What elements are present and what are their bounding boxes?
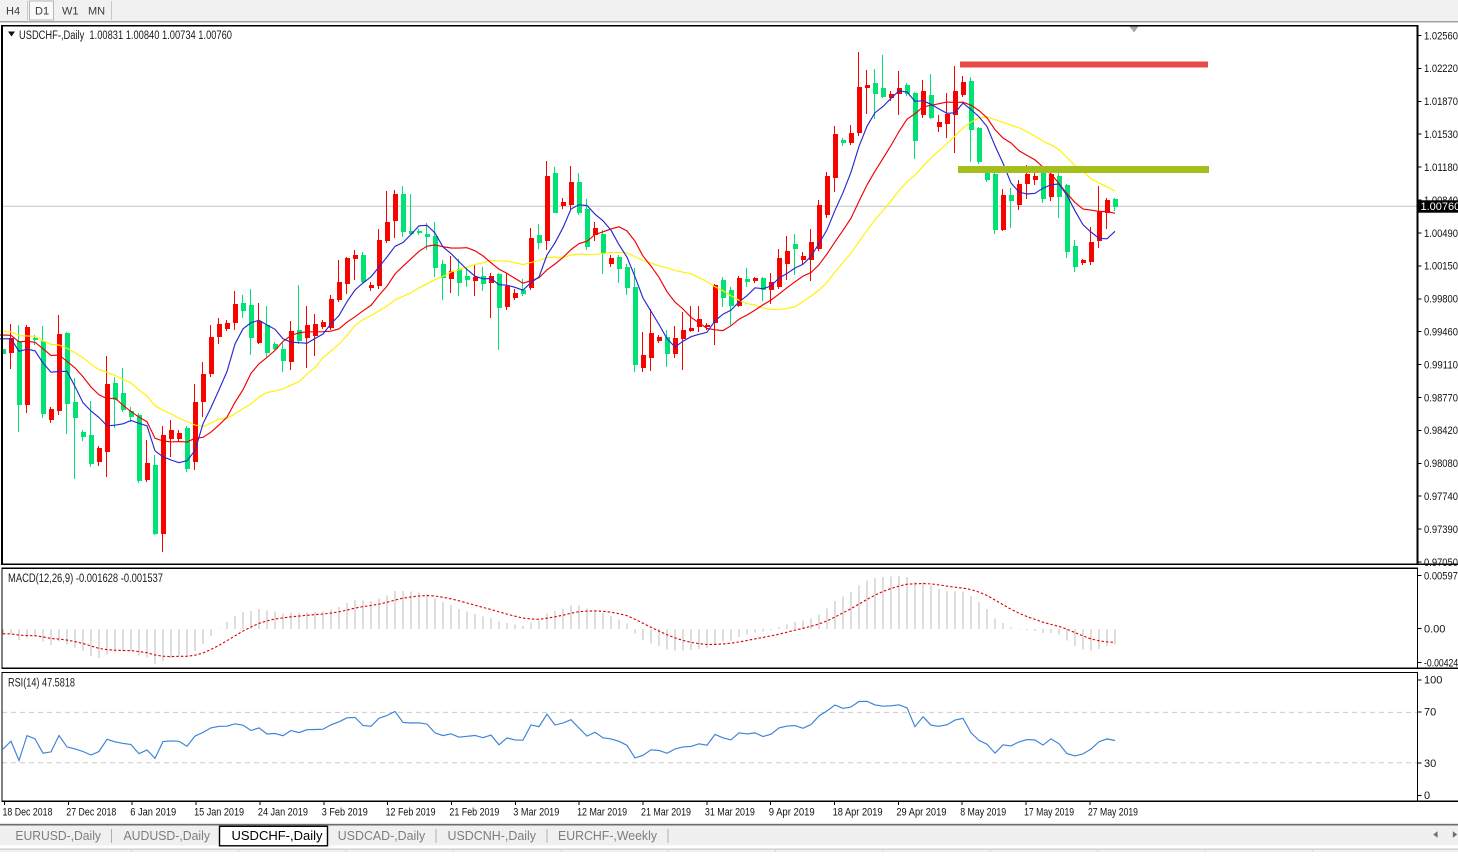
svg-text:0.00: 0.00 <box>1424 624 1445 636</box>
svg-text:USDCHF-,Daily: USDCHF-,Daily <box>232 828 324 843</box>
svg-text:USDCNH-,Daily: USDCNH-,Daily <box>448 828 537 843</box>
svg-text:0.97390: 0.97390 <box>1424 524 1458 536</box>
svg-text:12 Feb 2019: 12 Feb 2019 <box>386 807 436 819</box>
svg-text:8 May 2019: 8 May 2019 <box>960 807 1006 819</box>
svg-text:RSI(14) 47.5818: RSI(14) 47.5818 <box>8 678 75 690</box>
svg-text:0.97740: 0.97740 <box>1424 491 1458 503</box>
svg-text:1.01870: 1.01870 <box>1424 96 1458 108</box>
svg-text:1.00490: 1.00490 <box>1424 228 1458 240</box>
svg-text:1.01530: 1.01530 <box>1424 129 1458 141</box>
svg-text:3 Mar 2019: 3 Mar 2019 <box>513 807 559 819</box>
svg-text:-0.00424: -0.00424 <box>1424 657 1458 669</box>
svg-text:EURUSD-,Daily: EURUSD-,Daily <box>15 828 101 843</box>
svg-text:W1: W1 <box>62 6 79 18</box>
svg-text:0.00597: 0.00597 <box>1424 570 1458 582</box>
svg-text:USDCAD-,Daily: USDCAD-,Daily <box>338 828 426 843</box>
svg-text:MACD(12,26,9) -0.001628 -0.001: MACD(12,26,9) -0.001628 -0.001537 <box>8 573 163 585</box>
svg-text:6 Jan 2019: 6 Jan 2019 <box>130 807 176 819</box>
svg-text:30: 30 <box>1424 758 1436 770</box>
svg-text:0.99110: 0.99110 <box>1424 359 1458 371</box>
svg-text:12 Mar 2019: 12 Mar 2019 <box>577 807 627 819</box>
svg-text:1.01180: 1.01180 <box>1424 162 1458 174</box>
svg-text:1.02560: 1.02560 <box>1424 30 1458 42</box>
svg-text:EURCHF-,Weekly: EURCHF-,Weekly <box>558 828 657 843</box>
svg-text:0: 0 <box>1424 790 1430 802</box>
svg-text:1.02220: 1.02220 <box>1424 63 1458 75</box>
svg-text:31 Mar 2019: 31 Mar 2019 <box>705 807 755 819</box>
svg-text:29 Apr 2019: 29 Apr 2019 <box>896 807 946 819</box>
svg-text:9 Apr 2019: 9 Apr 2019 <box>769 807 815 819</box>
svg-text:1.00150: 1.00150 <box>1424 261 1458 273</box>
svg-text:0.99800: 0.99800 <box>1424 294 1458 306</box>
svg-text:H4: H4 <box>6 6 20 18</box>
svg-text:3 Feb 2019: 3 Feb 2019 <box>322 807 368 819</box>
svg-text:21 Mar 2019: 21 Mar 2019 <box>641 807 691 819</box>
svg-text:0.99460: 0.99460 <box>1424 327 1458 339</box>
svg-text:0.98080: 0.98080 <box>1424 458 1458 470</box>
svg-text:AUDUSD-,Daily: AUDUSD-,Daily <box>124 828 211 843</box>
svg-text:24 Jan 2019: 24 Jan 2019 <box>258 807 308 819</box>
svg-text:USDCHF-,Daily 1.00831 1.00840: USDCHF-,Daily 1.00831 1.00840 1.00734 1.… <box>19 30 232 42</box>
svg-text:27 May 2019: 27 May 2019 <box>1088 807 1138 819</box>
svg-text:0.98770: 0.98770 <box>1424 392 1458 404</box>
svg-text:1.00760: 1.00760 <box>1421 201 1458 213</box>
svg-text:18 Apr 2019: 18 Apr 2019 <box>833 807 883 819</box>
svg-text:15 Jan 2019: 15 Jan 2019 <box>194 807 244 819</box>
svg-text:MN: MN <box>88 6 105 18</box>
svg-text:21 Feb 2019: 21 Feb 2019 <box>449 807 499 819</box>
svg-text:18 Dec 2018: 18 Dec 2018 <box>3 807 53 819</box>
svg-text:0.97050: 0.97050 <box>1424 557 1458 569</box>
svg-text:17 May 2019: 17 May 2019 <box>1024 807 1074 819</box>
svg-text:27 Dec 2018: 27 Dec 2018 <box>66 807 116 819</box>
svg-text:100: 100 <box>1424 675 1442 687</box>
svg-text:D1: D1 <box>35 6 49 18</box>
svg-text:0.98420: 0.98420 <box>1424 425 1458 437</box>
svg-text:70: 70 <box>1424 707 1436 719</box>
